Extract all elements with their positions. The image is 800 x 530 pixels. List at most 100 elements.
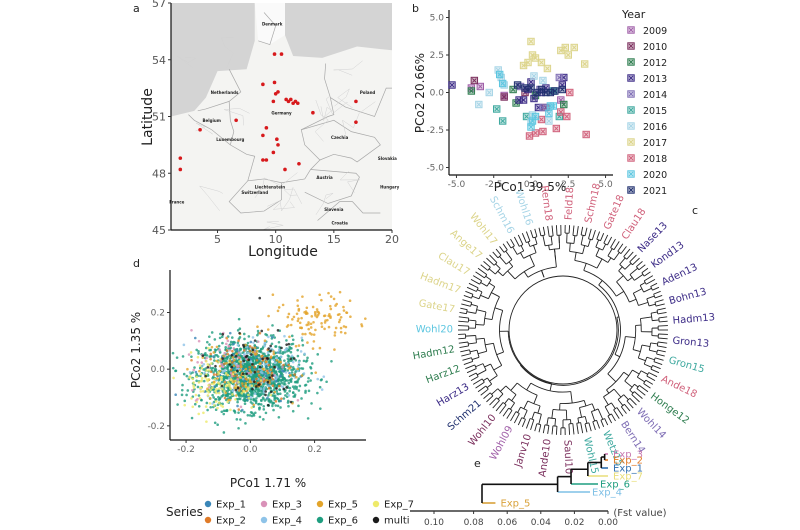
marker-cross bbox=[546, 118, 552, 124]
data-point-Exp_1 bbox=[241, 408, 244, 412]
data-point-Exp_6 bbox=[190, 416, 194, 420]
data-point-Exp_4 bbox=[203, 371, 206, 375]
tree-branch bbox=[616, 291, 625, 297]
data-point-2017 bbox=[564, 51, 572, 59]
data-point-Exp_7 bbox=[197, 412, 201, 416]
data-point-Exp_5 bbox=[291, 318, 294, 321]
tree-branch bbox=[499, 404, 507, 414]
legend-marker-Exp_4 bbox=[260, 516, 268, 524]
tree-branch bbox=[646, 375, 656, 381]
legend-label: 2017 bbox=[643, 138, 667, 149]
data-point-2016 bbox=[485, 88, 493, 97]
data-point-Exp_2 bbox=[242, 349, 246, 352]
legend-label: 2018 bbox=[643, 154, 667, 165]
data-point-Exp_4 bbox=[287, 394, 291, 397]
tree-branch bbox=[485, 275, 492, 281]
data-point-Exp_2 bbox=[253, 365, 256, 369]
tree-branch bbox=[465, 290, 474, 295]
border-line bbox=[197, 101, 230, 112]
data-point-Exp_7 bbox=[220, 376, 223, 379]
x-tick-label: 0.06 bbox=[497, 518, 517, 528]
tree-branch bbox=[542, 226, 546, 236]
data-point-Exp_6 bbox=[285, 395, 289, 399]
data-point-Exp_2 bbox=[223, 396, 227, 400]
legend-label: Exp_3 bbox=[272, 500, 302, 511]
tree-branch bbox=[462, 299, 472, 303]
leaf-label: Exp_6 bbox=[600, 480, 630, 491]
data-point-Exp_6 bbox=[278, 345, 281, 349]
tree-branch bbox=[610, 238, 616, 248]
y-tick-label: 5.0 bbox=[430, 14, 445, 24]
tree-arc bbox=[548, 417, 556, 420]
data-point-Exp_5 bbox=[253, 346, 257, 350]
data-point-Exp_5 bbox=[218, 369, 222, 373]
data-point-Exp_5 bbox=[339, 315, 343, 319]
leaf-label: Gron15 bbox=[667, 355, 705, 376]
data-point-Exp_7 bbox=[213, 377, 217, 381]
data-point-Exp_7 bbox=[183, 403, 187, 407]
tree-branch bbox=[580, 422, 584, 434]
tree-arc bbox=[478, 291, 483, 299]
data-point-Exp_4 bbox=[253, 392, 257, 396]
tree-branch bbox=[491, 292, 500, 298]
tree-arc bbox=[485, 385, 489, 390]
tree-arc bbox=[581, 234, 586, 237]
data-point-Exp_5 bbox=[324, 319, 327, 322]
marker-cross bbox=[559, 87, 565, 92]
leaf-label: Exp_5 bbox=[500, 499, 530, 510]
panel-label: d bbox=[133, 257, 140, 270]
tree-branch bbox=[607, 248, 613, 257]
data-point-Exp_6 bbox=[277, 415, 281, 419]
data-point-2018 bbox=[539, 127, 547, 136]
tree-branch bbox=[607, 236, 613, 246]
data-point-Exp_6 bbox=[239, 347, 243, 351]
tree-branch bbox=[613, 241, 620, 250]
data-point-Exp_6 bbox=[222, 412, 226, 416]
data-point-Exp_6 bbox=[301, 343, 305, 347]
data-point-Exp_6 bbox=[243, 394, 246, 397]
country-label: Germany bbox=[271, 111, 292, 116]
data-point-Exp_5 bbox=[310, 315, 314, 318]
data-point-Exp_5 bbox=[320, 298, 323, 302]
data-point-Exp_2 bbox=[282, 363, 285, 367]
data-point-2021 bbox=[513, 81, 522, 89]
legend-label: Exp_4 bbox=[272, 516, 302, 527]
data-point-Exp_6 bbox=[193, 402, 197, 406]
data-point-Exp_6 bbox=[214, 348, 218, 352]
data-point-Exp_6 bbox=[195, 379, 198, 383]
data-point-Exp_6 bbox=[205, 401, 209, 405]
tree-branch bbox=[551, 425, 554, 435]
data-point-Exp_6 bbox=[293, 393, 297, 397]
data-point-multi bbox=[269, 344, 272, 348]
data-point-Exp_5 bbox=[297, 344, 301, 347]
data-point-2013 bbox=[527, 78, 535, 86]
data-point-Exp_6 bbox=[272, 388, 276, 392]
data-point-2017 bbox=[543, 64, 552, 73]
tree-branch bbox=[554, 418, 557, 427]
data-point-Exp_6 bbox=[263, 399, 267, 402]
data-point-Exp_4 bbox=[275, 356, 278, 360]
tree-arc bbox=[592, 419, 597, 423]
data-point-Exp_4 bbox=[249, 360, 253, 364]
data-point-Exp_6 bbox=[208, 335, 211, 338]
data-point-Exp_7 bbox=[247, 396, 251, 400]
tree-branch bbox=[471, 303, 478, 307]
data-point-Exp_5 bbox=[309, 322, 313, 326]
data-point-Exp_5 bbox=[269, 368, 273, 371]
data-point-Exp_6 bbox=[218, 336, 222, 340]
data-point-2013 bbox=[530, 94, 538, 103]
site-marker bbox=[272, 52, 277, 56]
admin-line bbox=[198, 185, 223, 211]
data-point-Exp_6 bbox=[275, 396, 279, 400]
tree-branch bbox=[525, 231, 531, 242]
data-point-Exp_6 bbox=[278, 363, 281, 367]
data-point-multi bbox=[282, 387, 286, 391]
data-point-Exp_6 bbox=[242, 347, 246, 350]
tree-arc bbox=[497, 388, 504, 395]
admin-line bbox=[263, 221, 284, 230]
tree-branch bbox=[477, 350, 487, 355]
tree-arc bbox=[545, 244, 553, 247]
data-point-Exp_7 bbox=[209, 362, 213, 365]
country-label: Liechtenstein bbox=[255, 184, 286, 189]
